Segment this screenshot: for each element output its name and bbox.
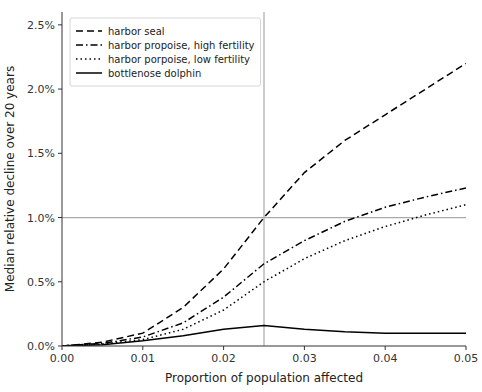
legend-label: bottlenose dolphin: [108, 68, 201, 79]
series-line: [62, 325, 466, 346]
y-axis-label: Median relative decline over 20 years: [3, 66, 17, 292]
legend-swatch: [76, 58, 102, 60]
y-tick-label: 2.0%: [27, 83, 55, 96]
y-tick-label: 2.5%: [27, 19, 55, 32]
y-tick: [58, 217, 62, 218]
x-tick: [223, 346, 224, 350]
x-tick-label: 0.02: [211, 352, 236, 365]
x-tick-label: 0.04: [373, 352, 398, 365]
y-tick-label: 0.0%: [27, 340, 55, 353]
y-tick-label: 1.5%: [27, 147, 55, 160]
plot-area: [62, 12, 466, 346]
series-line: [62, 188, 466, 346]
legend-swatch: [76, 44, 102, 46]
x-axis-label: Proportion of population affected: [165, 371, 363, 385]
y-tick: [58, 346, 62, 347]
x-tick-label: 0.00: [50, 352, 75, 365]
y-tick: [58, 24, 62, 25]
legend-label: harbor porpoise, low fertility: [108, 54, 250, 65]
y-tick: [58, 153, 62, 154]
y-tick: [58, 89, 62, 90]
x-tick: [304, 346, 305, 350]
legend-swatch: [76, 72, 102, 74]
series-line: [62, 63, 466, 346]
y-tick: [58, 281, 62, 282]
legend-swatch: [76, 30, 102, 32]
x-tick-label: 0.05: [454, 352, 479, 365]
x-tick-label: 0.01: [131, 352, 156, 365]
x-tick: [466, 346, 467, 350]
legend-label: harbor propoise, high fertility: [108, 40, 255, 51]
x-tick: [142, 346, 143, 350]
chart: 0.00 0.01 0.02 0.03 0.04 0.05 0.0% 0.5% 1.0% 1.5%…: [0, 0, 482, 392]
y-tick-label: 1.0%: [27, 212, 55, 225]
reference-line: [263, 12, 264, 346]
x-tick: [385, 346, 386, 350]
legend: harbor seal harbor propoise, high fertili…: [70, 18, 261, 86]
legend-label: harbor seal: [108, 26, 165, 37]
y-tick-label: 0.5%: [27, 276, 55, 289]
x-axis-line: [62, 346, 466, 347]
series-line: [62, 205, 466, 346]
x-tick-label: 0.03: [292, 352, 317, 365]
x-tick: [62, 346, 63, 350]
legend-frame: [70, 18, 261, 86]
y-axis-line: [62, 12, 63, 346]
